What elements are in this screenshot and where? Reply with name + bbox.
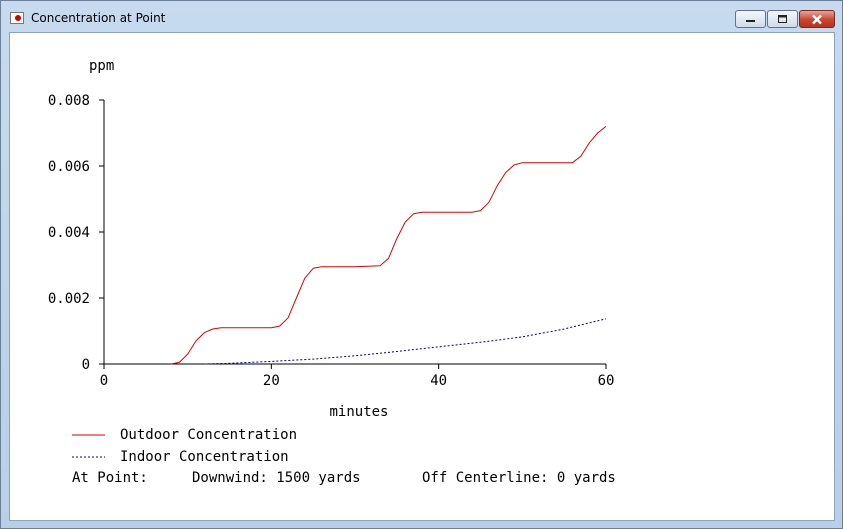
maximize-icon: [777, 15, 787, 23]
downwind-value: Downwind: 1500 yards: [192, 470, 361, 486]
chart-area: ppm 0 0.002 0.004 0.006 0.008 0 20 40 60 minute…: [9, 32, 835, 521]
y-tick-label: 0.002: [48, 291, 90, 307]
x-tick-label: 20: [263, 373, 280, 389]
y-tick-label: 0.006: [48, 159, 90, 175]
window-title: Concentration at Point: [31, 11, 166, 25]
y-tick-label: 0.004: [48, 225, 90, 241]
x-tick-label: 0: [100, 373, 108, 389]
title-bar[interactable]: Concentration at Point: [1, 1, 842, 31]
minimize-icon: [745, 20, 755, 22]
y-axis-label: ppm: [89, 58, 114, 74]
outdoor-concentration-line: [170, 126, 607, 365]
at-point-label: At Point:: [72, 470, 148, 486]
close-icon: [812, 14, 822, 24]
y-tick-label: 0.008: [48, 93, 90, 109]
app-icon[interactable]: [10, 12, 24, 24]
maximize-button[interactable]: [767, 10, 798, 28]
off-centerline-value: Off Centerline: 0 yards: [422, 470, 616, 486]
x-axis-label: minutes: [329, 404, 388, 420]
x-tick-label: 40: [430, 373, 447, 389]
x-tick-label: 60: [598, 373, 615, 389]
legend-label-indoor: Indoor Concentration: [120, 449, 289, 465]
y-tick-label: 0: [82, 357, 90, 373]
indoor-concentration-line: [204, 318, 607, 365]
line-chart: ppm 0 0.002 0.004 0.006 0.008 0 20 40 60 minute…: [48, 58, 616, 486]
close-button[interactable]: [799, 10, 835, 28]
legend-label-outdoor: Outdoor Concentration: [120, 427, 297, 443]
minimize-button[interactable]: [735, 10, 766, 28]
